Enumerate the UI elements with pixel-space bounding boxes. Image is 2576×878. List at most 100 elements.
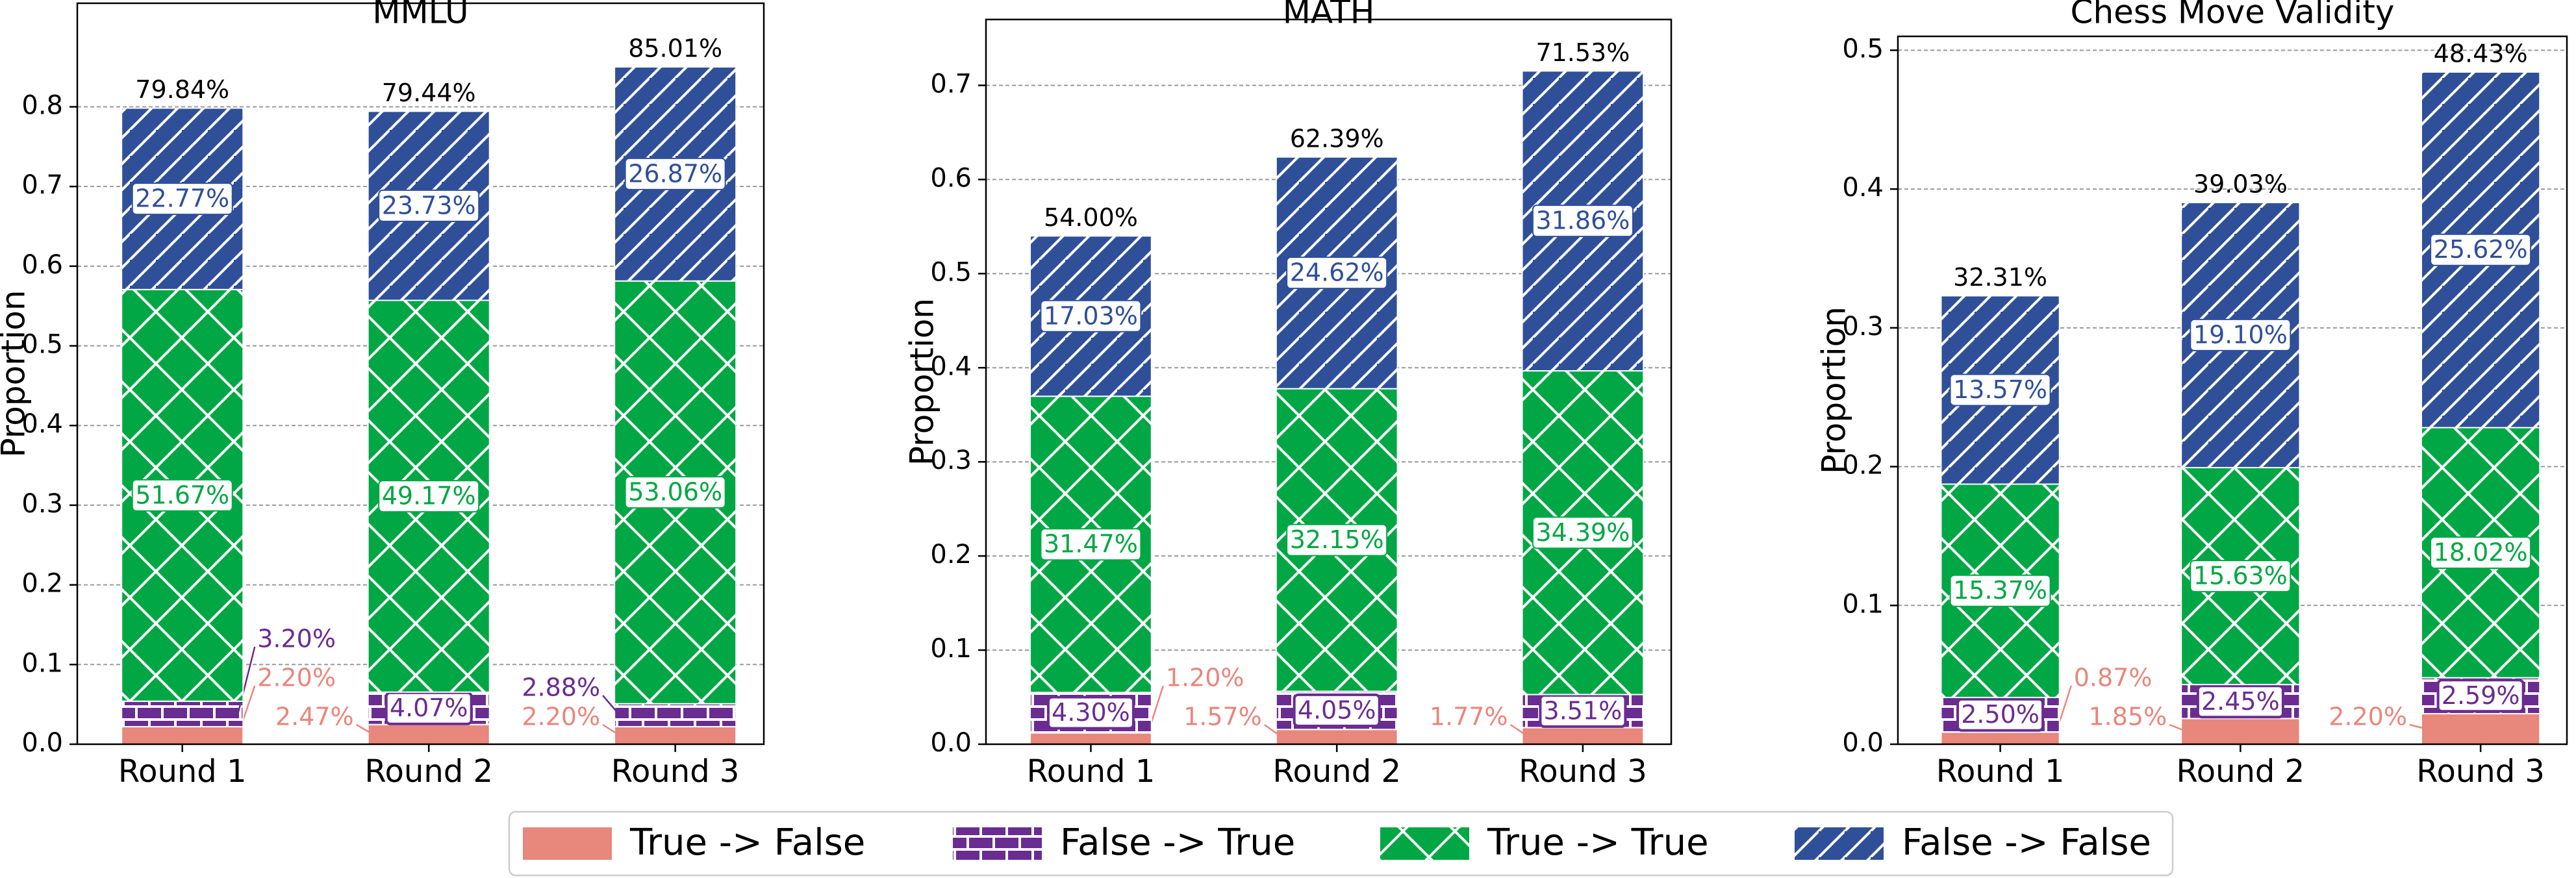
y-tick-label: 0.6	[930, 163, 972, 193]
bar-segment	[367, 723, 490, 746]
y-tick-label: 0.2	[930, 540, 972, 570]
label-box	[1040, 528, 1142, 561]
segment-label: 1.20%	[1166, 664, 1244, 692]
total-label: 48.43%	[2434, 39, 2528, 68]
bar-segment	[1275, 729, 1398, 746]
label-box	[378, 189, 480, 222]
segment-label: 2.20%	[2329, 703, 2407, 731]
y-tick-label: 0.5	[21, 330, 63, 360]
segment-label: 13.57%	[1953, 375, 2047, 404]
y-tick-label: 0.2	[21, 569, 63, 599]
label-box	[1040, 299, 1142, 332]
leader-line	[1509, 723, 1528, 737]
segment-label: 34.39%	[1535, 518, 1630, 547]
x-tick-label: Round 3	[2416, 753, 2545, 790]
label-box	[378, 480, 480, 513]
label-box	[624, 476, 726, 509]
segment-label: 15.63%	[2193, 562, 2288, 590]
segment-label: 3.20%	[257, 625, 336, 653]
label-box	[1286, 257, 1388, 290]
segment-label: 0.87%	[2074, 664, 2153, 692]
segment-label: 2.50%	[1961, 700, 2039, 729]
y-tick-label: 0.1	[21, 648, 63, 678]
total-label: 71.53%	[1535, 38, 1630, 67]
x-tick-label: Round 3	[611, 753, 740, 790]
segment-label: 1.77%	[1430, 703, 1508, 731]
legend-swatch	[1380, 827, 1469, 860]
x-tick-label: Round 1	[118, 753, 247, 790]
segment-label: 53.06%	[628, 478, 722, 507]
y-tick-label: 0.3	[1842, 312, 1884, 342]
y-tick-label: 0.5	[1842, 34, 1884, 64]
segment-label: 2.20%	[257, 664, 336, 692]
x-tick-label: Round 1	[1027, 753, 1155, 790]
y-tick-label: 0.4	[930, 351, 972, 381]
y-tick-label: 0.0	[1842, 728, 1884, 758]
total-label: 62.39%	[1290, 124, 1384, 153]
label-box	[2190, 560, 2292, 593]
total-label: 54.00%	[1044, 203, 1138, 232]
label-box	[131, 479, 233, 512]
axes-frame	[1897, 35, 2568, 746]
label-box	[1949, 373, 2051, 407]
x-tick-label: Round 3	[1519, 753, 1647, 790]
y-tick-label: 0.5	[930, 257, 972, 287]
bar-segment	[121, 700, 244, 728]
bar-segment	[1940, 731, 2060, 746]
legend-label: False -> True	[1060, 822, 1295, 864]
bar-segment	[1029, 732, 1152, 745]
bar-segment	[121, 726, 244, 745]
label-box	[1956, 697, 2045, 732]
segment-label: 24.62%	[1290, 258, 1384, 287]
label-box	[1293, 693, 1381, 727]
y-tick-label: 0.1	[1842, 589, 1884, 619]
legend-box	[508, 810, 2174, 877]
chart-title: MATH	[1283, 0, 1375, 31]
segment-label: 51.67%	[135, 481, 229, 509]
bar-segment	[614, 726, 737, 745]
y-tick-label: 0.0	[21, 728, 63, 758]
label-box	[624, 157, 726, 190]
segment-label: 2.45%	[2201, 687, 2280, 716]
leader-line	[602, 695, 621, 716]
label-box	[1539, 694, 1627, 728]
segment-label: 49.17%	[382, 482, 476, 510]
segment-label: 31.47%	[1044, 530, 1138, 558]
legend-label: True -> False	[629, 822, 865, 864]
label-box	[1949, 574, 2051, 607]
label-box	[2436, 679, 2525, 713]
segment-label: 32.15%	[1290, 525, 1384, 554]
total-label: 79.84%	[135, 75, 229, 104]
y-tick-label: 0.3	[21, 489, 63, 519]
label-box	[1532, 516, 1634, 549]
leader-line	[237, 646, 256, 714]
y-tick-label: 0.4	[21, 409, 63, 439]
leader-line	[602, 723, 620, 736]
axes-frame	[76, 2, 765, 746]
segment-label: 25.62%	[2434, 235, 2528, 264]
legend-swatch	[1795, 827, 1884, 860]
segment-label: 2.47%	[275, 703, 354, 731]
legend-swatch	[523, 827, 612, 860]
segment-label: 15.37%	[1953, 576, 2047, 605]
segment-label: 19.10%	[2193, 320, 2288, 349]
y-tick-label: 0.7	[21, 170, 63, 200]
label-box	[1046, 696, 1135, 730]
y-tick-label: 0.2	[1842, 451, 1884, 481]
y-axis-label: Proportion	[0, 290, 32, 458]
y-tick-label: 0.4	[1842, 173, 1884, 203]
segment-label: 4.05%	[1298, 696, 1376, 724]
bar-segment	[2180, 718, 2301, 746]
y-axis-label: Proportion	[1815, 307, 1853, 474]
leader-line	[2169, 723, 2187, 733]
segment-label: 2.88%	[522, 673, 600, 702]
total-label: 79.44%	[382, 79, 476, 107]
x-tick-label: Round 2	[2177, 753, 2305, 790]
legend-label: False -> False	[1902, 822, 2151, 864]
label-box	[2196, 684, 2284, 719]
bar-segment	[2420, 712, 2541, 745]
bar-segment	[614, 703, 737, 728]
segment-label: 23.73%	[382, 191, 476, 220]
